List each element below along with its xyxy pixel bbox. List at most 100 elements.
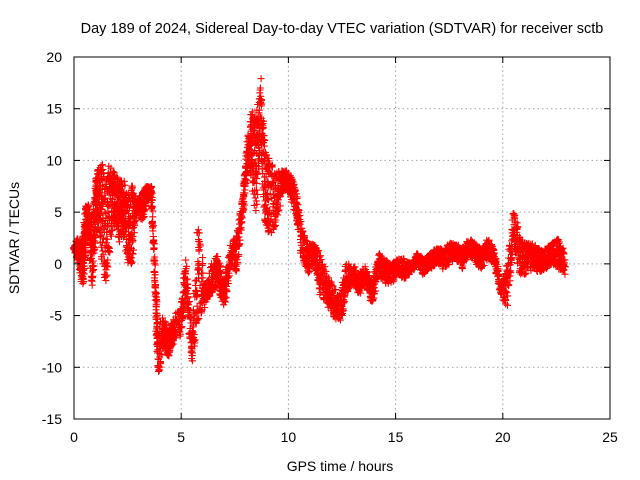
data-point [147,188,155,196]
data-point [321,263,329,271]
data-point [372,287,380,295]
data-point [195,229,203,237]
data-point [302,237,310,244]
y-tick-label: 5 [54,204,62,220]
data-point [128,184,136,192]
data-point [161,318,169,326]
data-series [70,75,569,375]
data-point [194,290,201,298]
y-axis-title: SDTVAR / TECUs [6,182,22,294]
data-point [257,75,265,83]
data-point [151,259,159,267]
data-point [99,169,107,177]
data-point [560,266,568,274]
data-point [150,245,158,253]
data-point [336,316,344,324]
data-point [102,260,110,268]
data-point [264,228,272,236]
data-point [140,207,148,215]
data-point [88,268,96,276]
x-tick-label: 15 [388,429,404,445]
data-point [103,271,111,279]
data-point [257,96,265,104]
data-point [268,163,276,171]
data-point [256,86,264,94]
data-point [195,314,203,322]
data-point [165,347,173,355]
data-point [253,186,261,194]
data-point [337,311,345,319]
data-point [504,292,512,300]
data-point [268,162,276,170]
data-point [214,253,222,260]
data-point [259,169,267,177]
data-point [316,252,324,260]
data-point [194,316,202,324]
data-point [195,246,203,254]
data-point [254,170,262,178]
data-point [90,247,97,255]
data-point [106,248,114,256]
data-point [303,237,311,245]
data-point [82,238,89,246]
data-point [184,281,192,288]
data-point [112,174,120,182]
data-point [80,270,88,278]
data-point [131,222,139,230]
data-point [262,151,270,159]
data-point [480,262,488,269]
data-point [369,283,377,291]
data-point [233,266,240,274]
data-point [185,301,193,309]
data-point [182,256,190,264]
data-point [160,317,167,325]
data-point [501,287,509,295]
data-point [257,113,265,121]
data-point [291,186,299,194]
data-point [252,207,260,214]
data-point [306,268,313,276]
data-point [265,154,273,162]
data-point [293,190,300,198]
data-point [117,178,125,186]
data-point [248,108,256,116]
data-point [559,249,567,257]
data-point [522,269,530,277]
data-point [363,268,371,275]
data-point [492,254,499,262]
data-point [485,236,493,244]
x-tick-label: 25 [602,429,618,445]
data-point [104,256,112,264]
data-point [317,256,325,263]
data-point [132,214,140,222]
data-point [233,260,241,268]
data-point [151,274,158,282]
data-point [97,182,104,190]
data-point [104,247,112,255]
data-point [82,252,90,260]
data-point [561,262,568,270]
data-point [514,223,522,231]
data-point [103,235,111,243]
data-point [260,132,268,140]
data-point [97,243,105,251]
data-point [506,272,514,280]
x-tick-label: 10 [281,429,297,445]
data-point [222,293,230,301]
x-axis-title: GPS time / hours [287,458,394,474]
y-tick-label: 15 [46,101,62,117]
y-tick-label: 0 [54,256,62,272]
data-point [104,263,112,271]
data-point [183,262,191,270]
data-point [90,246,98,254]
data-point [220,292,228,300]
data-point [458,264,466,271]
data-point [196,240,204,248]
data-point [299,227,307,235]
axis-ticks [73,56,611,420]
data-point [338,303,346,310]
data-point [186,307,194,314]
data-point [260,142,268,150]
data-point [190,330,198,338]
